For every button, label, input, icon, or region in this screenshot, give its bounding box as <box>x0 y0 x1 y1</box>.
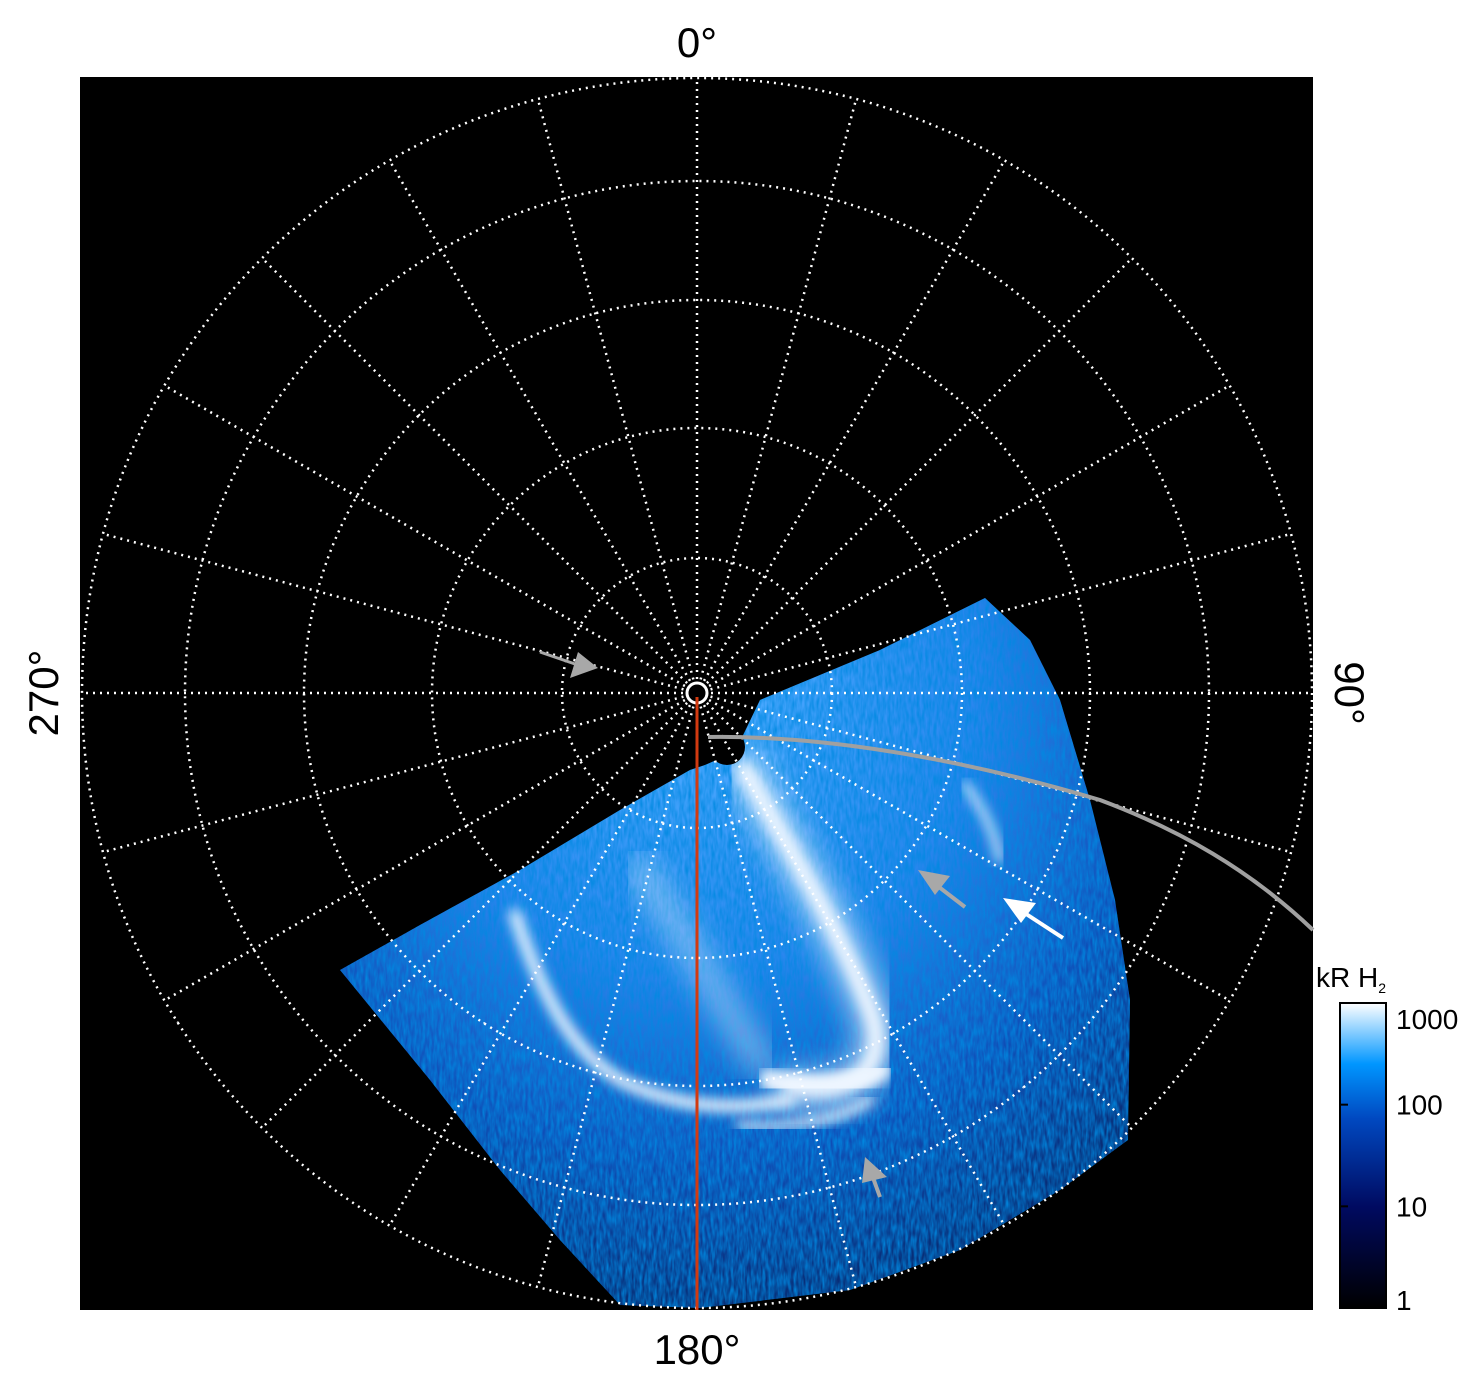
aurora-bright-emission <box>509 750 1004 1131</box>
arrow-white <box>1003 898 1065 940</box>
aurora-texture <box>340 598 1130 1308</box>
colorbar-title: kR H2 <box>1316 962 1386 996</box>
colorbar-ticks: 1 10 100 1000 <box>1340 1002 1458 1316</box>
arrow-gray-3 <box>862 1157 887 1198</box>
colorbar-tick-label: 1000 <box>1396 1004 1458 1035</box>
trajectory-curve <box>707 734 1315 932</box>
aurora-image <box>340 598 1130 1308</box>
colorbar-tick-label: 100 <box>1396 1090 1443 1121</box>
colorbar-gradient <box>1339 1002 1387 1309</box>
grid-circle <box>80 77 1313 1310</box>
colorbar-tick-label: 10 <box>1396 1191 1427 1222</box>
colorbar-tick-label: 1 <box>1396 1285 1412 1316</box>
grid-circle <box>430 426 964 960</box>
colorbar: kR H2 1 10 100 1000 <box>1316 962 1458 1316</box>
angle-label-left: 270° <box>20 650 67 737</box>
pole-mask <box>709 729 745 765</box>
arrow-gray-1 <box>539 650 598 678</box>
angle-label-bottom: 180° <box>654 1326 741 1373</box>
angle-label-top: 0° <box>677 19 717 66</box>
arrow-gray-2 <box>918 870 967 909</box>
angle-label-right: 90° <box>1326 661 1373 725</box>
